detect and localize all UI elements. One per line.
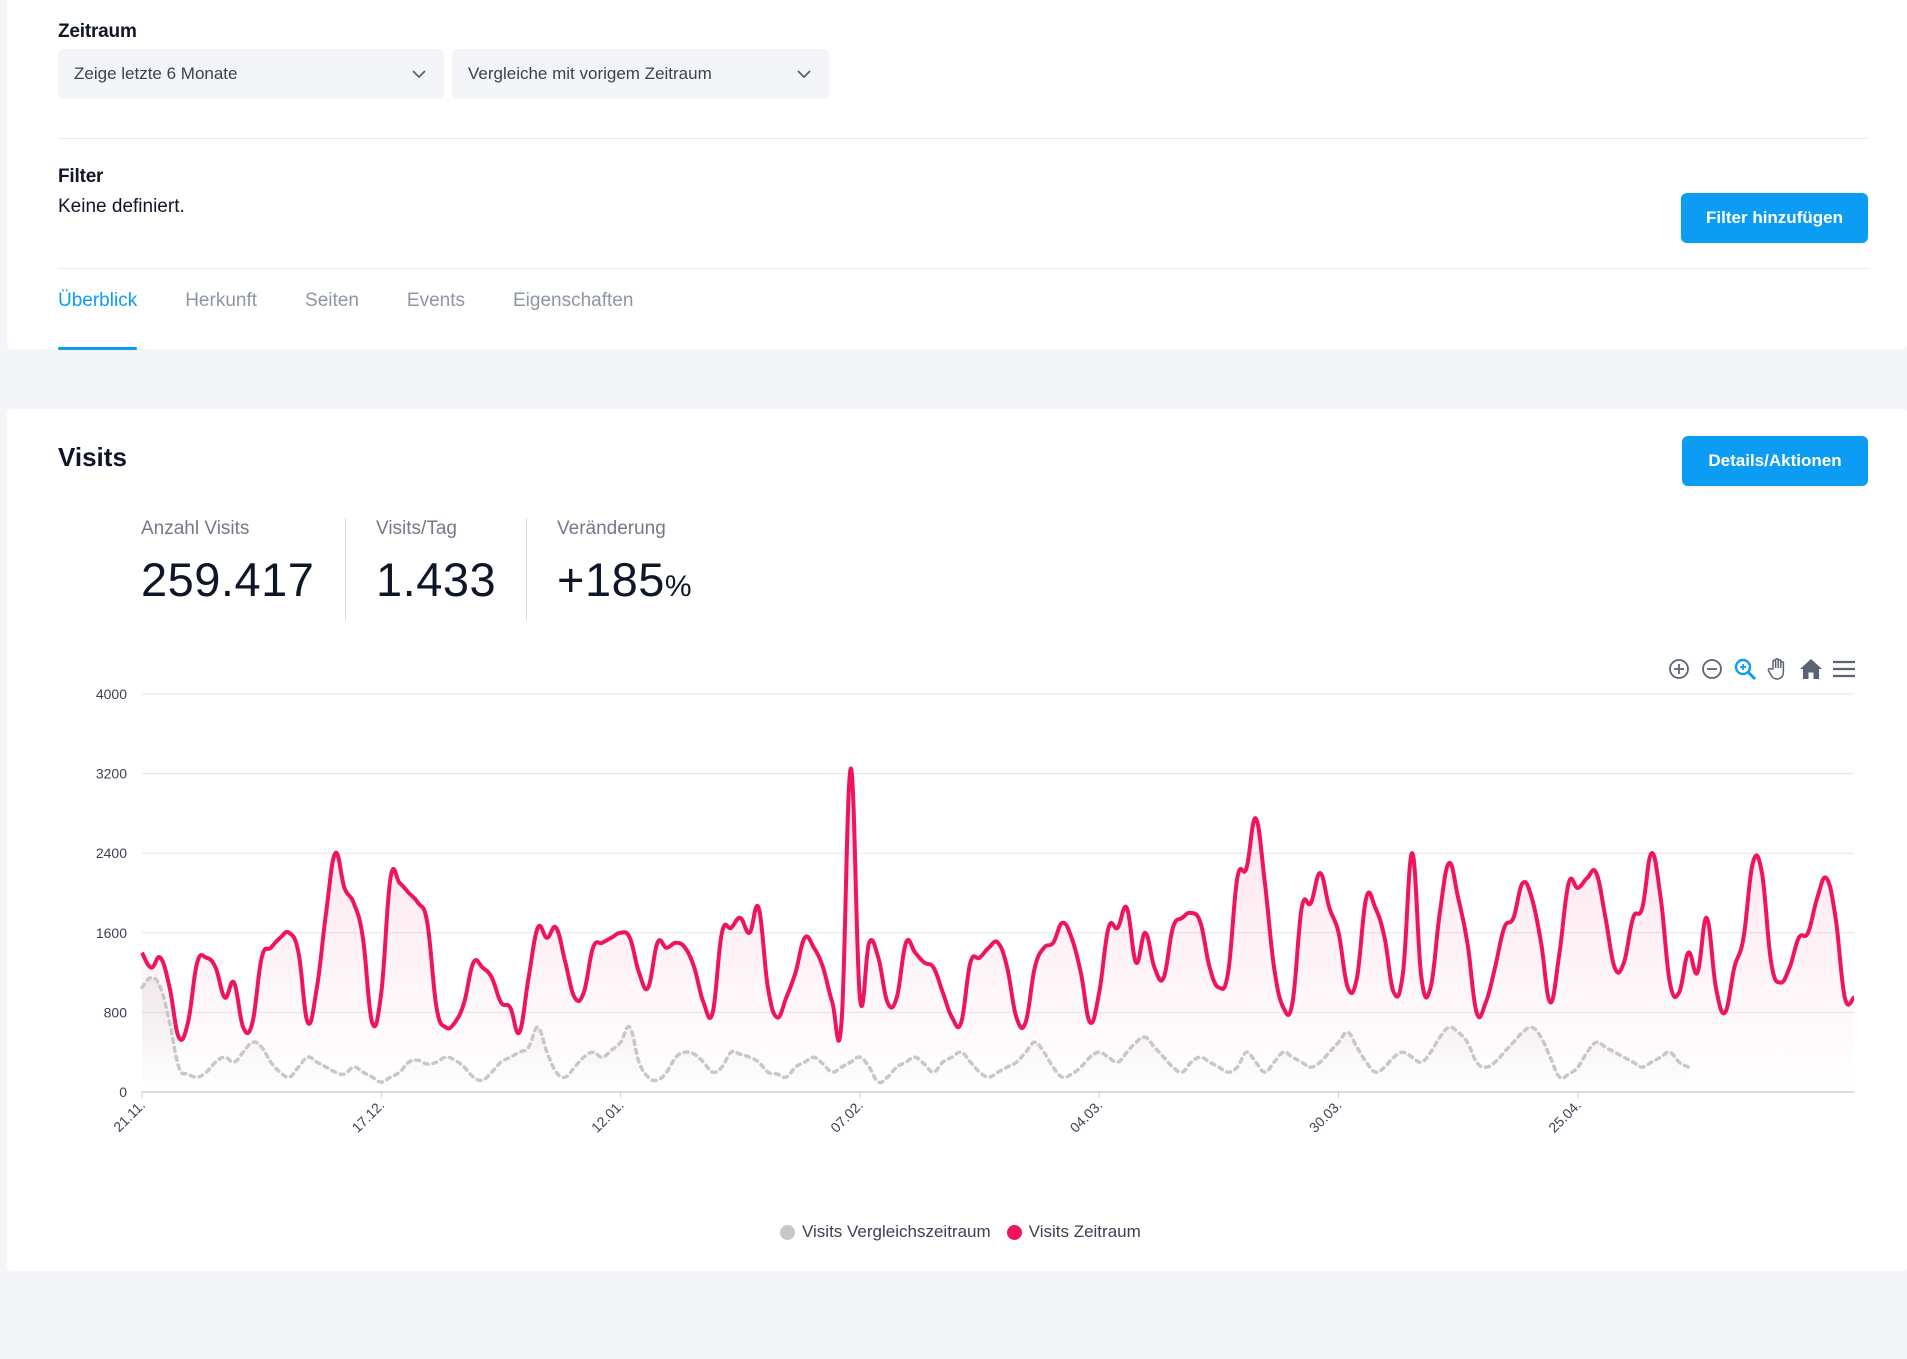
tab-herkunft[interactable]: Herkunft bbox=[185, 290, 258, 311]
chart-legend: Visits Vergleichszeitraum Visits Zeitrau… bbox=[780, 1222, 1157, 1242]
chevron-down-icon bbox=[797, 67, 811, 81]
chevron-down-icon bbox=[412, 67, 426, 81]
kpi-label: Anzahl Visits bbox=[141, 518, 250, 539]
divider bbox=[58, 268, 1868, 269]
compare-select-value: Vergleiche mit vorigem Zeitraum bbox=[468, 64, 712, 83]
visits-line-chart: 0 800 1600 2400 3200 4000 21.11. 17.12. 12.01. 07… bbox=[96, 686, 1856, 1136]
current-series-line bbox=[140, 766, 1856, 1043]
kpi-label: Veränderung bbox=[557, 518, 666, 539]
filter-label: Filter bbox=[58, 166, 104, 187]
kpi-value: 259.417 bbox=[141, 553, 315, 606]
tab-eigenschaften[interactable]: Eigenschaften bbox=[512, 290, 634, 311]
home-reset-icon[interactable] bbox=[1798, 656, 1824, 682]
x-tick-label: 25.04. bbox=[1545, 1097, 1584, 1136]
pan-hand-icon[interactable] bbox=[1765, 656, 1791, 682]
visits-card bbox=[7, 409, 1907, 1271]
x-tick-label: 12.01. bbox=[588, 1097, 627, 1136]
menu-icon[interactable] bbox=[1831, 656, 1857, 682]
kpi-separator bbox=[526, 518, 527, 620]
y-tick-label: 800 bbox=[104, 1004, 128, 1020]
zoom-in-icon[interactable] bbox=[1666, 656, 1692, 682]
legend-marker bbox=[780, 1224, 795, 1240]
y-tick-label: 3200 bbox=[96, 766, 127, 782]
legend-label: Visits Vergleichszeitraum bbox=[802, 1222, 991, 1241]
legend-item-current[interactable]: Visits Zeitraum bbox=[1006, 1222, 1141, 1242]
details-actions-button[interactable]: Details/Aktionen bbox=[1682, 436, 1868, 486]
x-tick-label: 04.03. bbox=[1067, 1097, 1106, 1136]
add-filter-button[interactable]: Filter hinzufügen bbox=[1681, 193, 1868, 243]
y-tick-label: 4000 bbox=[96, 686, 127, 702]
y-tick-label: 0 bbox=[119, 1084, 127, 1100]
kpi-label: Visits/Tag bbox=[376, 518, 457, 539]
kpi-visits-per-day: Visits/Tag 1.433 bbox=[376, 518, 496, 607]
x-tick-label: 30.03. bbox=[1306, 1097, 1345, 1136]
legend-label: Visits Zeitraum bbox=[1028, 1222, 1141, 1241]
y-tick-label: 2400 bbox=[96, 845, 127, 861]
compare-series-line bbox=[140, 975, 1691, 1085]
filter-status-text: Keine definiert. bbox=[58, 196, 185, 217]
legend-item-compare[interactable]: Visits Vergleichszeitraum bbox=[780, 1222, 991, 1242]
visits-title: Visits bbox=[58, 442, 127, 472]
kpi-value: 1.433 bbox=[376, 553, 497, 606]
x-tick-label: 21.11. bbox=[110, 1097, 148, 1135]
zeitraum-label: Zeitraum bbox=[58, 21, 137, 42]
period-select[interactable]: Zeige letzte 6 Monate bbox=[58, 49, 444, 99]
kpi-separator bbox=[345, 518, 346, 620]
chart-toolbar bbox=[1666, 656, 1864, 682]
kpi-total-visits: Anzahl Visits 259.417 bbox=[141, 518, 314, 607]
x-tick-label: 17.12. bbox=[349, 1097, 388, 1136]
compare-select[interactable]: Vergleiche mit vorigem Zeitraum bbox=[452, 49, 829, 99]
x-tick-label: 07.02. bbox=[827, 1097, 866, 1136]
zoom-out-icon[interactable] bbox=[1699, 656, 1725, 682]
legend-marker bbox=[1006, 1224, 1022, 1240]
tab-ueberblick[interactable]: Überblick bbox=[58, 290, 138, 350]
current-series-area bbox=[142, 768, 1854, 1092]
tab-seiten[interactable]: Seiten bbox=[305, 290, 359, 311]
selection-zoom-icon[interactable] bbox=[1732, 656, 1758, 682]
divider bbox=[58, 138, 1868, 139]
kpi-change: Veränderung +185% bbox=[557, 518, 692, 607]
tab-bar: Überblick Herkunft Seiten Events Eigensc… bbox=[58, 290, 681, 350]
period-select-value: Zeige letzte 6 Monate bbox=[74, 64, 238, 83]
y-tick-label: 1600 bbox=[96, 925, 127, 941]
kpi-value: +185% bbox=[557, 553, 693, 606]
tab-events[interactable]: Events bbox=[406, 290, 465, 311]
